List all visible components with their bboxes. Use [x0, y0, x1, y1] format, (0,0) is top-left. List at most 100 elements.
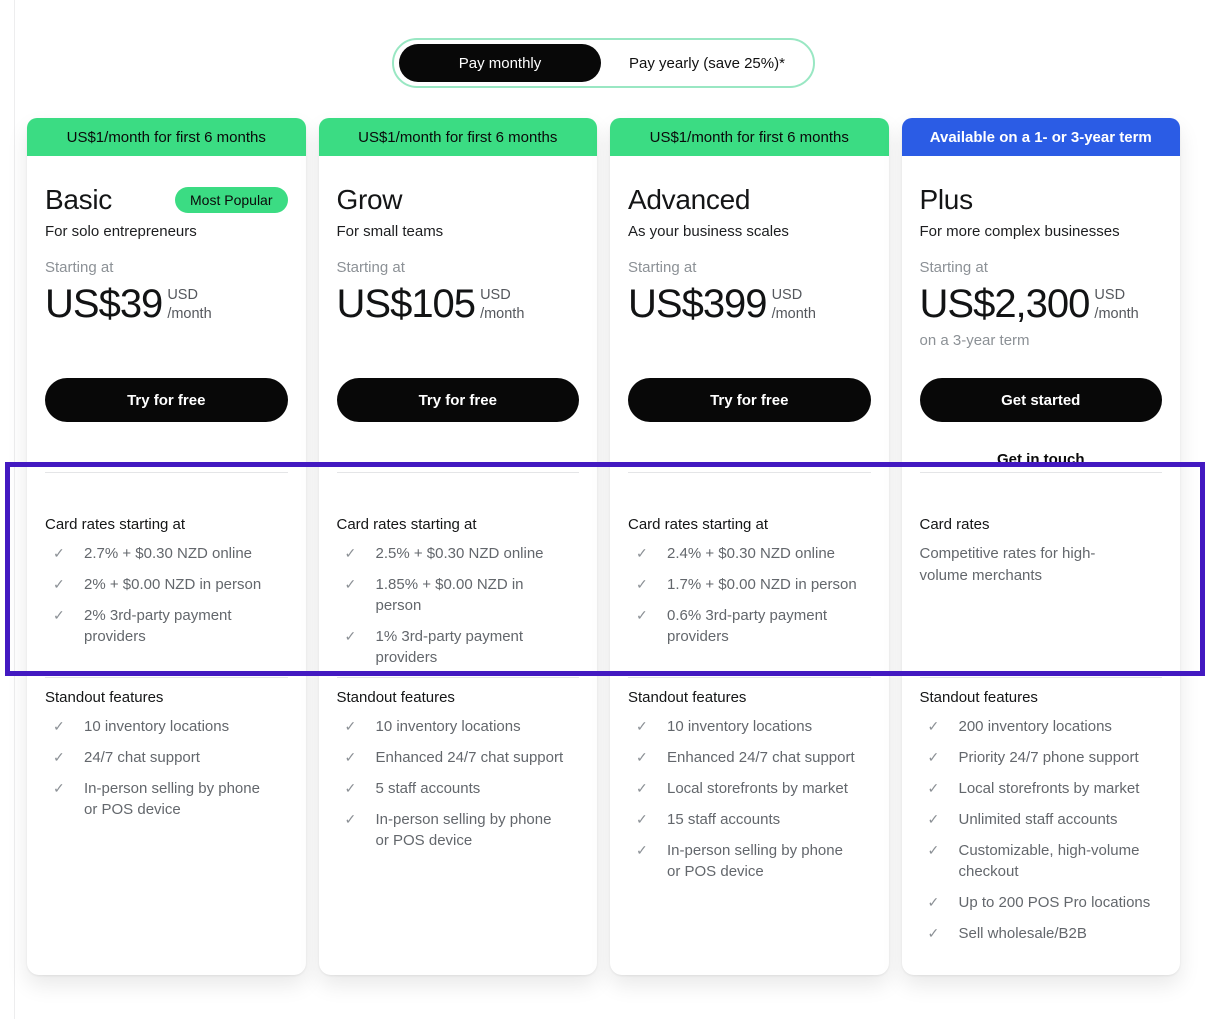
features-list: ✓ 200 inventory locations ✓ Priority 24/… [920, 716, 1163, 944]
card-rates-note: Competitive rates for high- volume merch… [919, 545, 1096, 584]
feature-item: ✓ In-person selling by phone or POS devi… [344, 811, 552, 849]
pay-yearly-option[interactable]: Pay yearly (save 25%)* [601, 55, 813, 72]
price-unit: USD/month [1094, 287, 1139, 322]
check-icon: ✓ [927, 718, 940, 734]
promo-banner: US$1/month for first 6 months [27, 118, 306, 156]
feature-item: ✓ Priority 24/7 phone support [927, 749, 1139, 766]
check-icon: ✓ [344, 545, 357, 561]
price-unit: USD/month [480, 287, 525, 322]
check-icon: ✓ [927, 894, 940, 910]
feature-item: ✓ 10 inventory locations [636, 718, 813, 735]
features-list: ✓ 10 inventory locations ✓ 24/7 chat sup… [45, 716, 288, 820]
get-started-button[interactable]: Get started [919, 378, 1162, 422]
check-icon: ✓ [636, 607, 648, 623]
starting-at-label: Starting at [45, 259, 114, 276]
standout-features-heading: Standout features [919, 689, 1038, 706]
check-icon: ✓ [636, 842, 648, 858]
plan-price: US$2,300 [919, 282, 1091, 326]
card-rate-item: ✓ 0.6% 3rd-party payment providers [636, 607, 828, 645]
card-rate-item: ✓ 1.7% + $0.00 NZD in person [636, 576, 857, 593]
plan-name: Basic [45, 184, 112, 215]
check-icon: ✓ [344, 718, 357, 734]
plan-tagline: As your business scales [628, 223, 789, 240]
plan-name: Grow [336, 184, 403, 215]
features-list: ✓ 10 inventory locations ✓ Enhanced 24/7… [337, 716, 580, 851]
check-icon: ✓ [53, 576, 65, 592]
check-icon: ✓ [636, 811, 648, 827]
check-icon: ✓ [927, 925, 940, 941]
card-rates-heading: Card rates starting at [628, 516, 769, 533]
section-divider [336, 472, 579, 473]
card-rates-heading: Card rates [919, 516, 990, 533]
term-note: on a 3-year term [919, 332, 1030, 349]
pay-monthly-option[interactable]: Pay monthly [399, 44, 601, 82]
check-icon: ✓ [636, 718, 648, 734]
feature-item: ✓ In-person selling by phone or POS devi… [636, 842, 843, 880]
check-icon: ✓ [927, 749, 940, 765]
check-icon: ✓ [344, 811, 357, 827]
get-in-touch-link[interactable]: Get in touch [997, 451, 1085, 468]
section-divider [45, 677, 288, 678]
plan-tagline: For more complex businesses [919, 223, 1120, 240]
feature-item: ✓ Unlimited staff accounts [927, 811, 1118, 828]
feature-item: ✓ Up to 200 POS Pro locations [927, 894, 1151, 911]
check-icon: ✓ [53, 780, 65, 796]
promo-banner: US$1/month for first 6 months [318, 118, 597, 156]
card-rates-list: ✓ 2.5% + $0.30 NZD online ✓ 1.85% + $0.0… [337, 543, 580, 668]
try-for-free-button[interactable]: Try for free [336, 378, 579, 422]
check-icon: ✓ [53, 718, 65, 734]
card-rate-item: ✓ 1% 3rd-party payment providers [344, 628, 524, 666]
standout-features-heading: Standout features [628, 689, 747, 706]
plan-card-plus: Available on a 1- or 3-year term Plus Fo… [901, 118, 1180, 975]
plan-name: Advanced [628, 184, 751, 215]
plan-card-grow: US$1/month for first 6 months Grow For s… [318, 118, 597, 975]
check-icon: ✓ [344, 780, 357, 796]
check-icon: ✓ [636, 576, 648, 592]
billing-period-toggle: Pay monthly Pay yearly (save 25%)* [392, 38, 815, 88]
standout-features-heading: Standout features [336, 689, 455, 706]
feature-item: ✓ Sell wholesale/B2B [927, 925, 1087, 942]
check-icon: ✓ [344, 628, 357, 644]
feature-item: ✓ 15 staff accounts [636, 811, 781, 828]
feature-item: ✓ 10 inventory locations [53, 718, 230, 735]
plan-price: US$399 [628, 282, 768, 326]
pricing-cards: US$1/month for first 6 months Basic Most… [27, 118, 1180, 975]
starting-at-label: Starting at [336, 259, 405, 276]
section-divider [919, 472, 1162, 473]
plan-card-basic: US$1/month for first 6 months Basic Most… [27, 118, 306, 975]
plan-price: US$39 [45, 282, 163, 326]
most-popular-badge: Most Popular [175, 187, 288, 213]
feature-item: ✓ 10 inventory locations [344, 718, 521, 735]
feature-item: ✓ Local storefronts by market [927, 780, 1140, 797]
plan-card-advanced: US$1/month for first 6 months Advanced A… [610, 118, 889, 975]
check-icon: ✓ [344, 749, 357, 765]
try-for-free-button[interactable]: Try for free [45, 378, 288, 422]
plan-name: Plus [919, 184, 974, 215]
starting-at-label: Starting at [919, 259, 988, 276]
card-rate-item: ✓ 2.5% + $0.30 NZD online [344, 545, 544, 562]
promo-banner: US$1/month for first 6 months [610, 118, 889, 156]
card-rate-item: ✓ 2.7% + $0.30 NZD online [53, 545, 253, 562]
check-icon: ✓ [636, 545, 648, 561]
check-icon: ✓ [344, 576, 357, 592]
check-icon: ✓ [53, 545, 65, 561]
section-divider [336, 677, 579, 678]
card-rates-list: ✓ 2.4% + $0.30 NZD online ✓ 1.7% + $0.00… [628, 543, 871, 647]
card-rates-list: ✓ 2.7% + $0.30 NZD online ✓ 2% + $0.00 N… [45, 543, 288, 647]
check-icon: ✓ [927, 811, 940, 827]
section-divider [919, 677, 1162, 678]
price-unit: USD/month [771, 287, 816, 322]
features-list: ✓ 10 inventory locations ✓ Enhanced 24/7… [628, 716, 871, 882]
card-rates-heading: Card rates starting at [336, 516, 477, 533]
check-icon: ✓ [927, 780, 940, 796]
plan-price: US$105 [336, 282, 477, 326]
try-for-free-button[interactable]: Try for free [628, 378, 871, 422]
card-rate-item: ✓ 2% + $0.00 NZD in person [53, 576, 262, 593]
card-rate-item: ✓ 2% 3rd-party payment providers [53, 607, 232, 645]
check-icon: ✓ [636, 780, 648, 796]
feature-item: ✓ 24/7 chat support [53, 749, 200, 766]
plan-tagline: For solo entrepreneurs [45, 223, 197, 240]
feature-item: ✓ 5 staff accounts [344, 780, 481, 797]
feature-item: ✓ Enhanced 24/7 chat support [344, 749, 564, 766]
card-rates-heading: Card rates starting at [45, 516, 186, 533]
